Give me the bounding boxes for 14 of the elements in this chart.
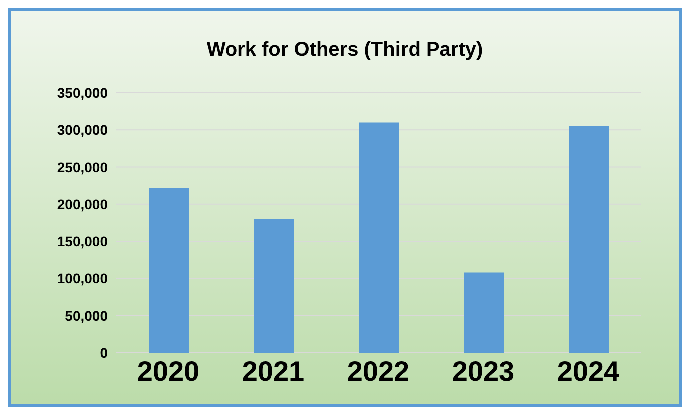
x-tick-label: 2024 <box>557 356 620 387</box>
chart-title: Work for Others (Third Party) <box>206 38 484 63</box>
x-tick-label: 2022 <box>347 356 410 387</box>
y-tick-label: 50,000 <box>65 308 108 324</box>
x-tick-label: 2020 <box>137 356 200 387</box>
x-tick-label: 2023 <box>452 356 515 387</box>
x-tick-label: 2021 <box>242 356 305 387</box>
y-tick-label: 250,000 <box>57 159 108 176</box>
y-tick-label: 200,000 <box>57 196 108 212</box>
y-tick-label: 150,000 <box>57 234 108 250</box>
y-tick-label: 100,000 <box>57 270 108 287</box>
y-tick-label: 350,000 <box>57 84 108 101</box>
y-tick-label: 0 <box>100 344 108 361</box>
y-tick-label: 300,000 <box>57 122 108 138</box>
